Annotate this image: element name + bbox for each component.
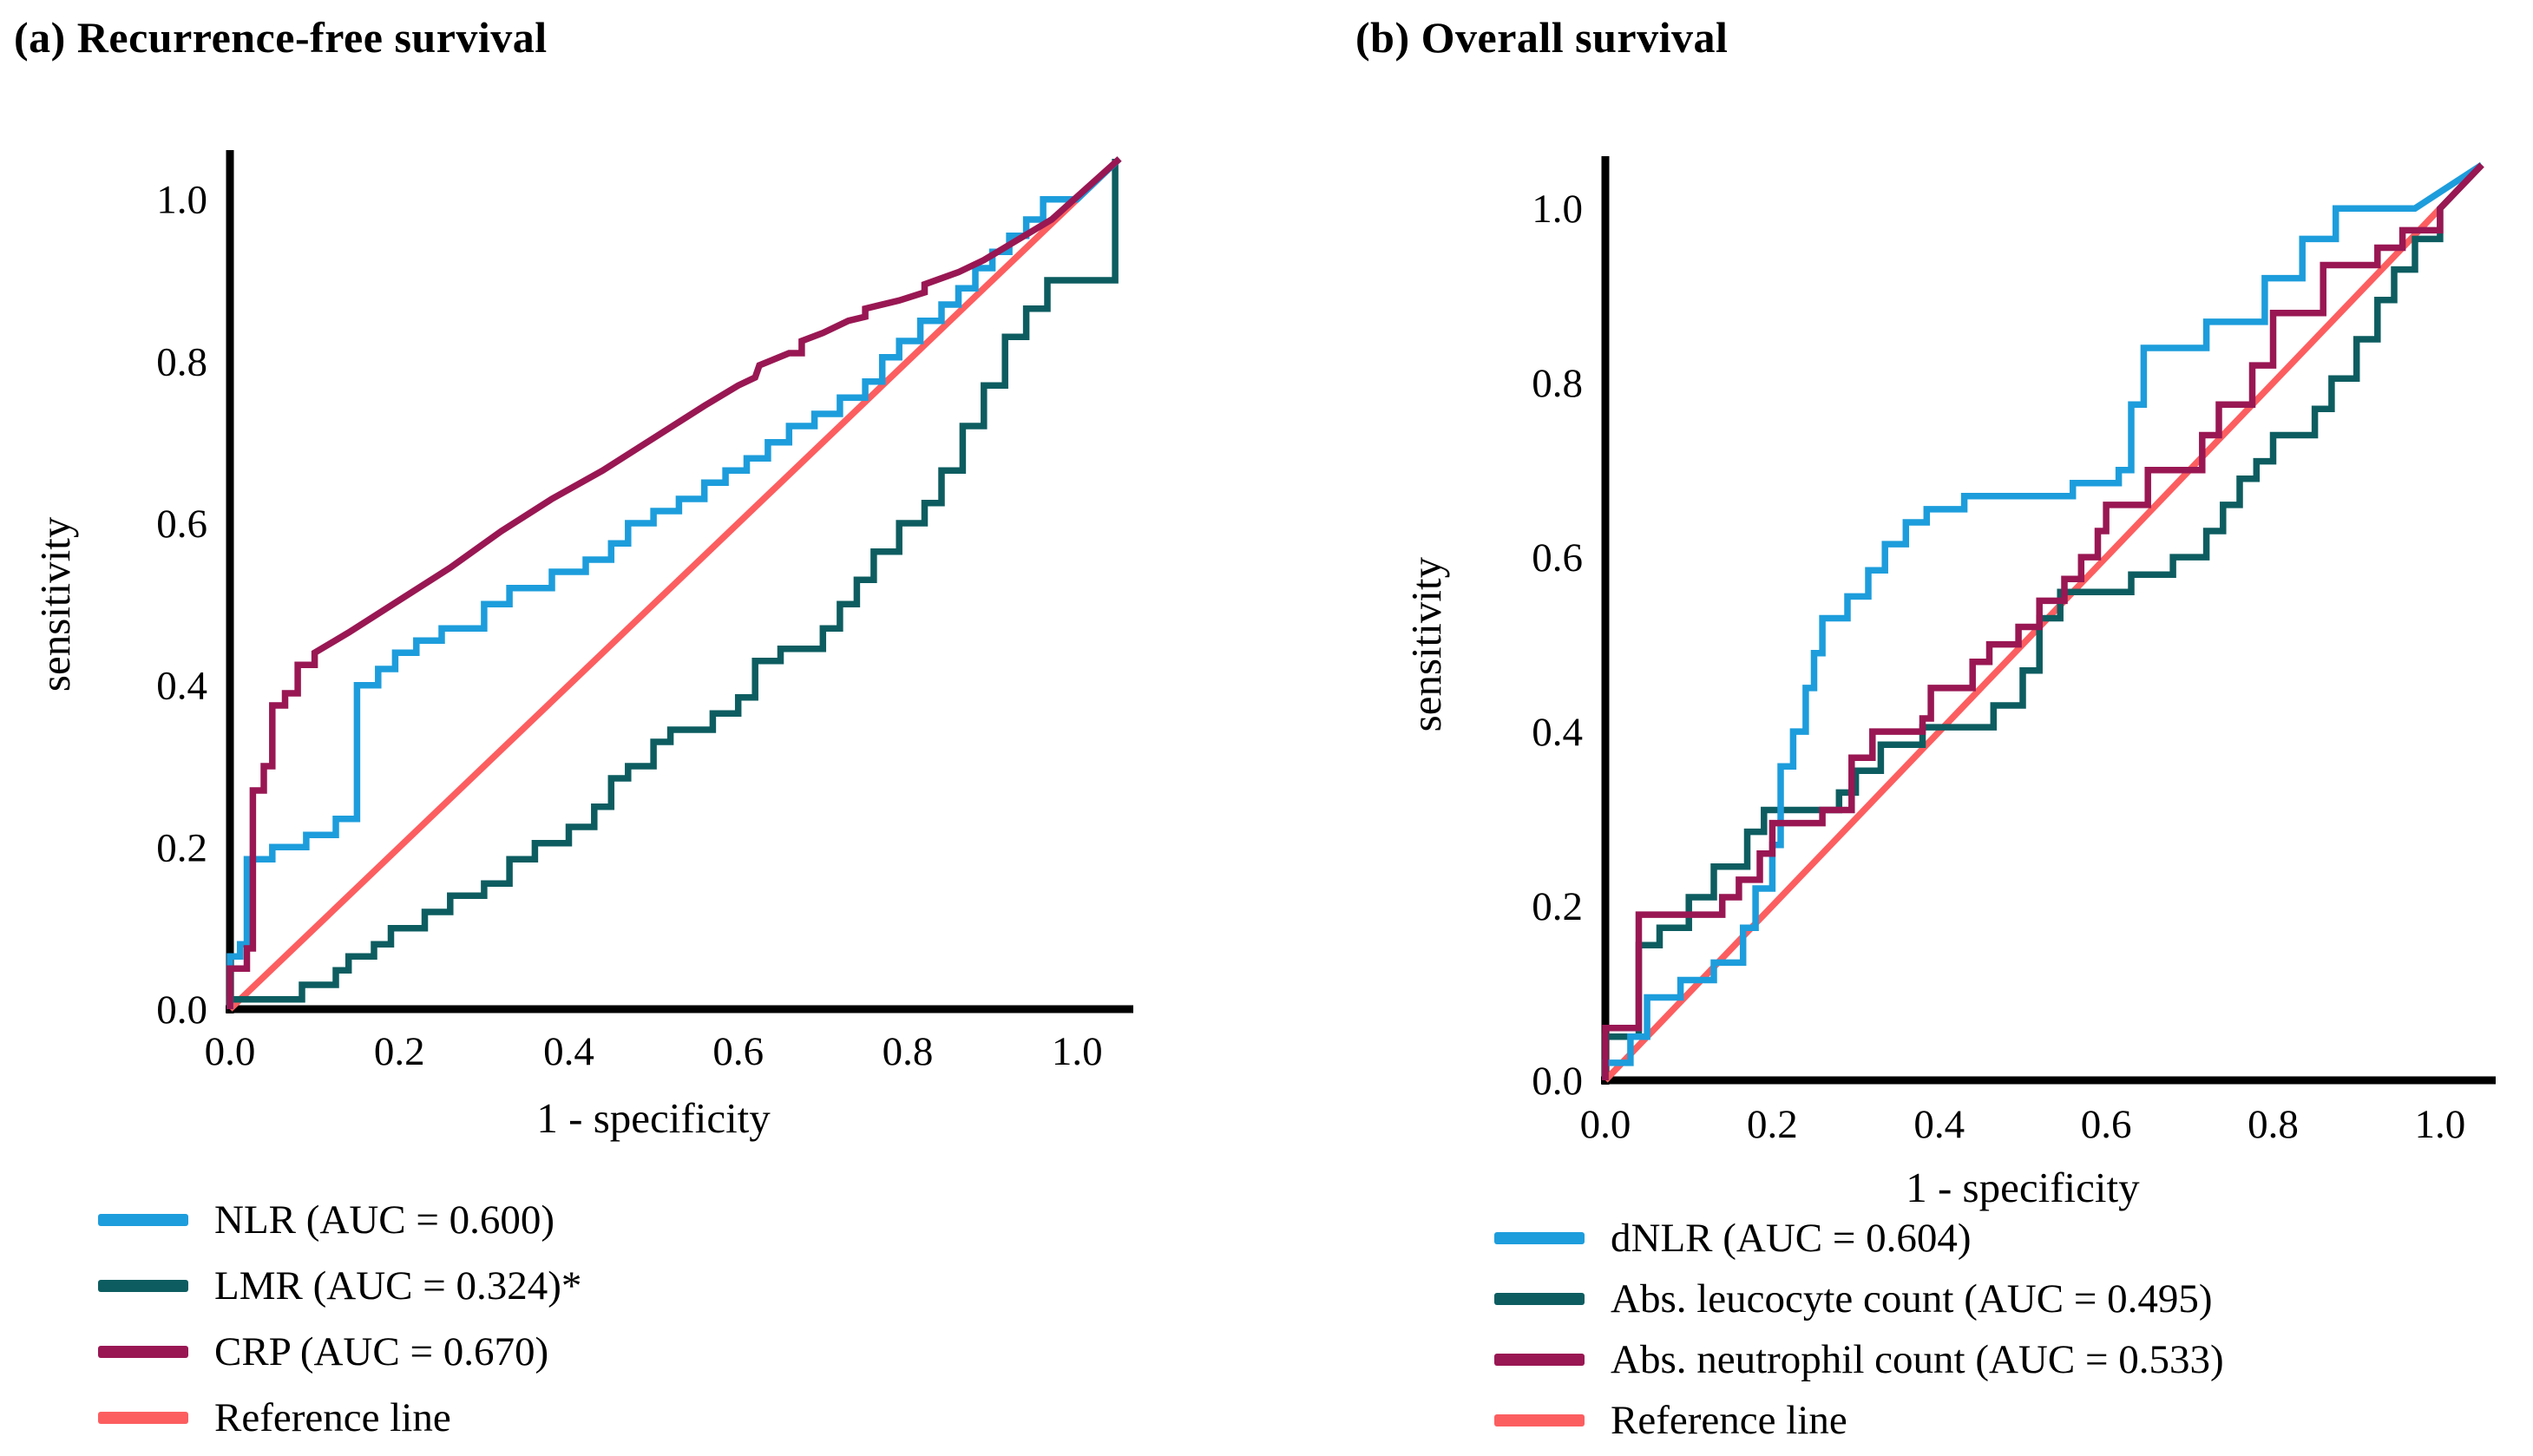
y-tick-label: 0.6 <box>1532 535 1583 580</box>
y-axis-label: sensitivity <box>31 516 79 692</box>
x-tick-label: 0.0 <box>205 1029 256 1074</box>
roc-curve-lmr <box>226 159 1119 1009</box>
panel-b-title: (b) Overall survival <box>1355 13 1729 62</box>
roc-curve-abs-leucocyte-count <box>1602 162 2484 1080</box>
x-tick-label: 0.8 <box>883 1029 934 1074</box>
x-tick-label: 0.2 <box>374 1029 425 1074</box>
legend-item-abs-neutrophil-count: Abs. neutrophil count (AUC = 0.533) <box>1494 1329 2224 1390</box>
legend-swatch-nlr <box>98 1214 188 1226</box>
legend-label-crp: CRP (AUC = 0.670) <box>214 1329 549 1374</box>
roc-curve-crp <box>226 156 1122 1009</box>
legend-label-abs-neutrophil-count: Abs. neutrophil count (AUC = 0.533) <box>1611 1337 2224 1382</box>
legend-item-reference-line: Reference line <box>1494 1390 2224 1451</box>
y-tick-label: 0.4 <box>156 664 207 709</box>
roc-curve-dnlr <box>1602 161 2484 1080</box>
x-axis-label: 1 - specificity <box>1906 1164 2140 1211</box>
roc-curve-reference-line <box>1603 162 2484 1083</box>
legend-label-reference-line: Reference line <box>214 1395 451 1440</box>
legend-swatch-abs-neutrophil-count <box>1494 1354 1585 1366</box>
y-tick-label: 1.0 <box>1532 187 1583 232</box>
legend-label-lmr: LMR (AUC = 0.324)* <box>214 1263 582 1308</box>
legend-swatch-reference-line <box>98 1412 188 1424</box>
legend-label-dnlr: dNLR (AUC = 0.604) <box>1611 1216 1972 1261</box>
legend-item-abs-leucocyte-count: Abs. leucocyte count (AUC = 0.495) <box>1494 1269 2224 1329</box>
x-tick-label: 0.6 <box>2081 1102 2132 1147</box>
y-tick-label: 0.0 <box>1532 1059 1583 1104</box>
x-tick-label: 1.0 <box>2415 1102 2466 1147</box>
x-tick-label: 1.0 <box>1052 1029 1103 1074</box>
legend-swatch-reference-line <box>1494 1414 1585 1426</box>
roc-chart-b: 0.0 0.2 0.4 0.6 0.8 1.0 0.0 0.2 0.4 0.6 0.8 1.0 1 - … <box>1402 156 2496 1211</box>
legend-item-nlr: NLR (AUC = 0.600) <box>98 1187 581 1253</box>
legend-swatch-abs-leucocyte-count <box>1494 1293 1585 1305</box>
panel-b: (b) Overall survival 0.0 0.2 0.4 0.6 0.8 1.0 0… <box>1310 0 2533 1456</box>
legend-item-dnlr: dNLR (AUC = 0.604) <box>1494 1208 2224 1269</box>
y-axis-label: sensitivity <box>1402 556 1450 731</box>
x-tick-label: 0.0 <box>1580 1102 1631 1147</box>
legend-b: dNLR (AUC = 0.604) Abs. leucocyte count (… <box>1494 1208 2224 1451</box>
x-tick-label: 0.8 <box>2248 1102 2299 1147</box>
legend-swatch-lmr <box>98 1280 188 1292</box>
x-axis-label: 1 - specificity <box>536 1094 771 1142</box>
y-tick-label: 0.0 <box>156 987 207 1033</box>
legend-label-reference-line: Reference line <box>1611 1398 1847 1443</box>
y-tick-label: 0.8 <box>1532 361 1583 406</box>
y-tick-label: 0.4 <box>1532 710 1583 755</box>
x-tick-label: 0.4 <box>543 1029 594 1074</box>
legend-label-abs-leucocyte-count: Abs. leucocyte count (AUC = 0.495) <box>1611 1276 2213 1322</box>
x-tick-label: 0.2 <box>1747 1102 1798 1147</box>
legend-swatch-crp <box>98 1346 188 1358</box>
roc-chart-a: 0.0 0.2 0.4 0.6 0.8 1.0 0.0 0.2 0.4 0.6 0.8 1.0 1 - … <box>31 150 1133 1142</box>
legend-label-nlr: NLR (AUC = 0.600) <box>214 1197 555 1243</box>
roc-curve-reference-line <box>227 156 1122 1012</box>
y-tick-label: 0.2 <box>156 825 207 870</box>
legend-item-crp: CRP (AUC = 0.670) <box>98 1319 581 1385</box>
legend-item-lmr: LMR (AUC = 0.324)* <box>98 1253 581 1319</box>
legend-a: NLR (AUC = 0.600) LMR (AUC = 0.324)* CRP (… <box>98 1187 581 1451</box>
panel-a: (a) Recurrence-free survival 0.0 0.2 0.4 0.… <box>0 0 1266 1456</box>
roc-curve-nlr <box>226 156 1122 1009</box>
x-tick-label: 0.4 <box>1913 1102 1965 1147</box>
y-tick-label: 0.2 <box>1532 884 1583 929</box>
y-tick-label: 1.0 <box>156 178 207 223</box>
panel-a-title: (a) Recurrence-free survival <box>14 13 548 62</box>
y-tick-label: 0.8 <box>156 339 207 384</box>
legend-item-reference-line: Reference line <box>98 1385 581 1451</box>
x-tick-label: 0.6 <box>712 1029 764 1074</box>
legend-swatch-dnlr <box>1494 1232 1585 1244</box>
y-tick-label: 0.6 <box>156 502 207 547</box>
roc-curve-abs-neutrophil-count <box>1602 162 2484 1080</box>
